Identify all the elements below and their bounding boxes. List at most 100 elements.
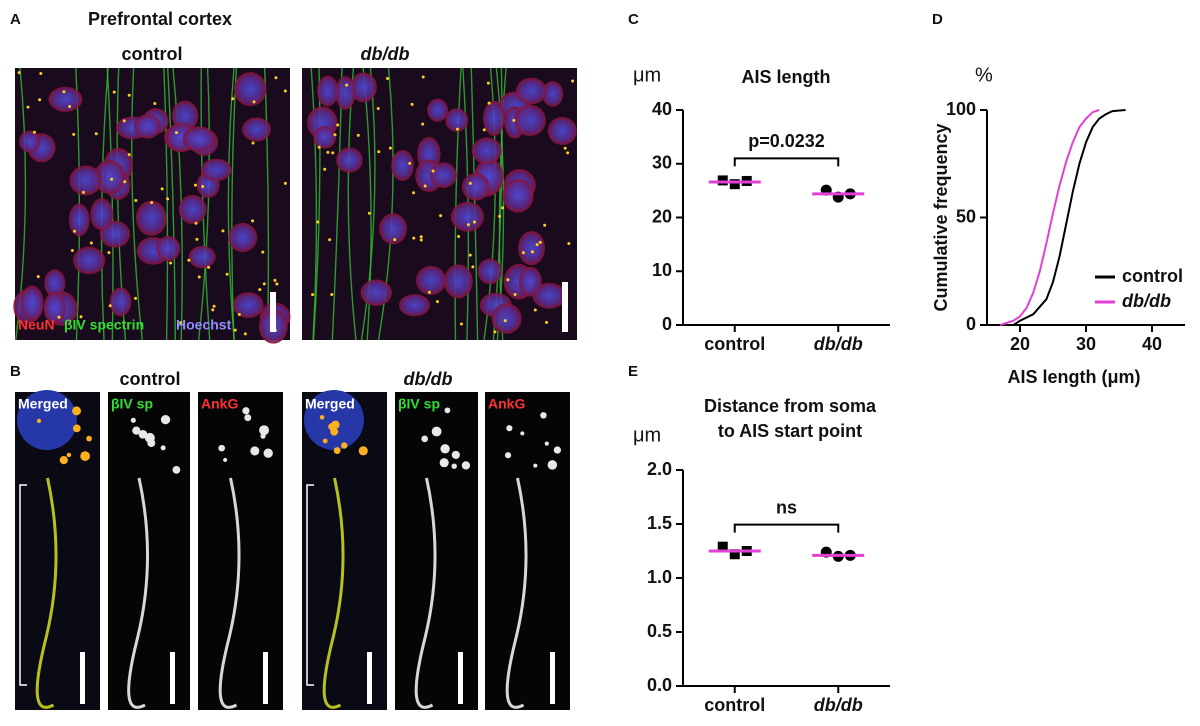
legend-label: db/db — [1122, 291, 1171, 311]
puncta — [132, 426, 141, 435]
nucleus — [350, 72, 377, 103]
puncta — [503, 319, 507, 323]
significance-bracket — [733, 523, 840, 533]
nucleus — [483, 100, 505, 136]
scale-bar — [270, 292, 276, 332]
puncta — [57, 315, 61, 319]
chart-title: Distance from soma — [704, 396, 877, 416]
puncta — [566, 151, 570, 155]
axon — [454, 67, 462, 341]
puncta — [68, 105, 72, 109]
axon — [218, 477, 241, 709]
puncta — [330, 293, 334, 297]
nucleus — [379, 213, 408, 245]
nucleus — [391, 149, 414, 181]
puncta — [451, 463, 457, 469]
puncta — [408, 161, 412, 165]
chart-title: AIS length — [742, 67, 831, 87]
nucleus — [399, 294, 431, 317]
puncta — [207, 265, 211, 269]
puncta — [451, 450, 460, 459]
puncta — [535, 243, 539, 247]
puncta — [187, 258, 191, 262]
puncta — [197, 275, 201, 279]
condition-label: db/db — [361, 44, 410, 64]
puncta — [385, 77, 389, 81]
puncta — [26, 105, 30, 109]
puncta — [212, 304, 216, 308]
puncta — [233, 328, 237, 332]
puncta — [193, 183, 197, 187]
puncta — [130, 417, 136, 423]
puncta — [493, 330, 497, 334]
puncta — [538, 240, 542, 244]
puncta — [471, 265, 475, 269]
nucleus — [72, 246, 106, 275]
nucleus — [335, 76, 356, 110]
nucleus — [515, 77, 547, 105]
puncta — [456, 127, 460, 131]
puncta — [521, 251, 525, 255]
axon — [127, 477, 150, 709]
puncta — [138, 430, 148, 439]
unit-label: μm — [633, 424, 661, 446]
axon — [35, 477, 58, 709]
nucleus — [109, 287, 132, 317]
channel-label: βIV sp — [111, 396, 153, 412]
data-line — [1012, 109, 1126, 326]
axon — [414, 477, 437, 709]
puncta — [72, 132, 76, 136]
puncta — [506, 278, 510, 282]
puncta — [258, 288, 262, 292]
nucleus — [547, 116, 577, 145]
puncta — [431, 169, 435, 173]
puncta — [498, 214, 502, 218]
puncta — [244, 414, 252, 422]
puncta — [545, 320, 549, 324]
x-tick-label: 30 — [1076, 334, 1096, 354]
puncta — [263, 448, 273, 458]
puncta — [419, 238, 423, 242]
y-tick-label: 1.5 — [647, 513, 672, 533]
nucleus — [17, 390, 77, 450]
nucleus — [242, 117, 272, 142]
nucleus — [518, 231, 545, 266]
puncta — [506, 425, 513, 432]
puncta — [421, 122, 425, 126]
stain-label: Hoechst — [176, 317, 232, 333]
puncta — [444, 407, 451, 414]
axon — [167, 67, 176, 341]
puncta — [520, 431, 525, 436]
nucleus — [427, 98, 449, 122]
channel-label: Merged — [305, 396, 355, 412]
nucleus — [304, 390, 364, 450]
stain-label: βIV spectrin — [64, 317, 144, 333]
puncta — [169, 261, 173, 265]
panel-label: A — [10, 11, 21, 28]
puncta — [440, 444, 450, 454]
y-tick-label: 0.0 — [647, 675, 672, 695]
data-point — [717, 175, 728, 186]
puncta — [412, 191, 416, 195]
puncta — [461, 461, 471, 470]
puncta — [160, 445, 166, 451]
puncta — [283, 181, 287, 185]
puncta — [319, 415, 325, 420]
nucleus — [443, 264, 473, 299]
nucleus — [461, 173, 490, 201]
puncta — [36, 418, 42, 423]
puncta — [195, 237, 199, 241]
puncta — [431, 426, 442, 437]
puncta — [333, 447, 341, 454]
nucleus — [182, 126, 216, 152]
nucleus — [518, 266, 542, 297]
puncta — [59, 456, 68, 465]
y-tick-label: 10 — [652, 260, 672, 280]
scale-bar — [170, 652, 175, 704]
axon — [312, 67, 321, 341]
axon — [377, 67, 394, 341]
condition-label: control — [120, 369, 181, 389]
scale-bar — [263, 652, 268, 704]
channel-label: βIV sp — [398, 396, 440, 412]
axon — [360, 67, 376, 341]
